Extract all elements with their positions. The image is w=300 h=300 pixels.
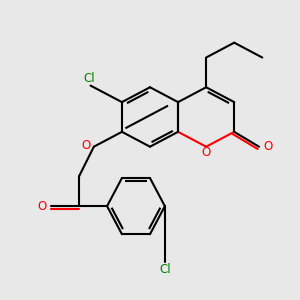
- Text: O: O: [81, 139, 90, 152]
- Text: O: O: [37, 200, 46, 213]
- Text: Cl: Cl: [83, 72, 95, 85]
- Text: Cl: Cl: [159, 263, 171, 276]
- Text: O: O: [202, 146, 211, 159]
- Text: O: O: [264, 140, 273, 153]
